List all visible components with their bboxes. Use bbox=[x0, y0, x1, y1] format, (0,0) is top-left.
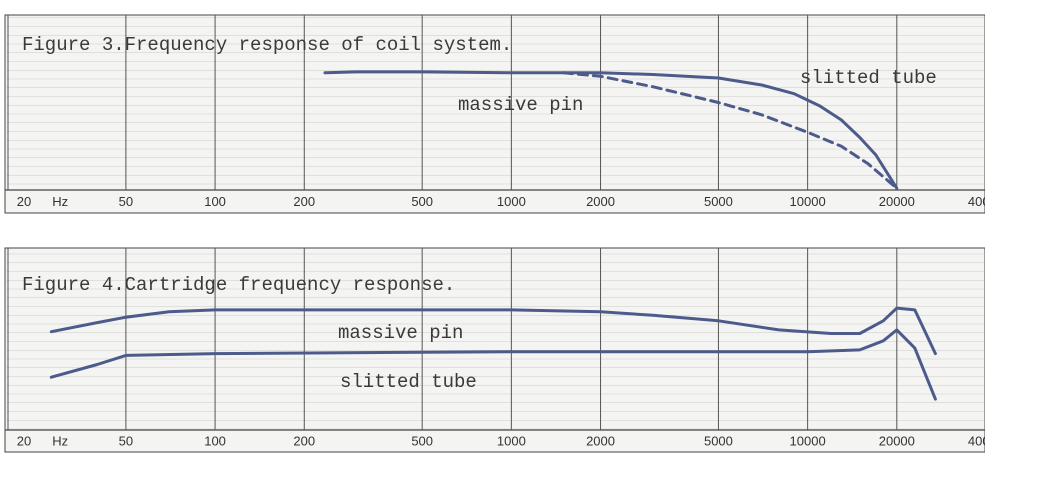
x-tick-label: 2000 bbox=[586, 194, 615, 209]
x-unit-label: Hz bbox=[52, 194, 68, 209]
x-tick-label: 5000 bbox=[704, 194, 733, 209]
x-tick-label: 100 bbox=[204, 194, 226, 209]
minor-grid bbox=[5, 15, 985, 190]
x-tick-label: 10000 bbox=[790, 433, 826, 448]
x-tick-label: 50 bbox=[119, 433, 133, 448]
chart-title: Figure 4.Cartridge frequency response. bbox=[22, 274, 455, 296]
x-tick-label: 500 bbox=[411, 433, 433, 448]
x-tick-label: 500 bbox=[411, 194, 433, 209]
x-tick-label: 20000 bbox=[879, 433, 915, 448]
x-tick-label: 1000 bbox=[497, 194, 526, 209]
series-label: slitted tube bbox=[340, 371, 477, 393]
x-unit-label: Hz bbox=[52, 433, 68, 448]
x-tick-label: 50 bbox=[119, 194, 133, 209]
series-line bbox=[562, 71, 899, 190]
x-tick-label: 1000 bbox=[497, 433, 526, 448]
series-label: slitted tube bbox=[800, 67, 937, 89]
x-tick-label: 20000 bbox=[879, 194, 915, 209]
series-label: massive pin bbox=[338, 322, 463, 344]
charts: 20 50 100 200 500 1000 2000 5000 10000 20000 40000… bbox=[4, 14, 1004, 453]
x-tick-label: 40000 bbox=[968, 194, 1004, 209]
minor-grid bbox=[5, 248, 985, 430]
x-tick-label: 10000 bbox=[790, 194, 826, 209]
series-line bbox=[49, 328, 937, 401]
x-tick-label: 100 bbox=[204, 433, 226, 448]
chart-title: Figure 3.Frequency response of coil syst… bbox=[22, 34, 512, 56]
series-line bbox=[323, 70, 899, 190]
x-tick-label: 40000 bbox=[968, 433, 1004, 448]
x-tick-label: 200 bbox=[293, 194, 315, 209]
x-tick-label: 20 bbox=[17, 194, 31, 209]
series-label: massive pin bbox=[458, 94, 583, 116]
x-tick-label: 5000 bbox=[704, 433, 733, 448]
series-line bbox=[49, 306, 937, 356]
x-tick-label: 20 bbox=[17, 433, 31, 448]
x-tick-label: 200 bbox=[293, 433, 315, 448]
x-tick-label: 2000 bbox=[586, 433, 615, 448]
